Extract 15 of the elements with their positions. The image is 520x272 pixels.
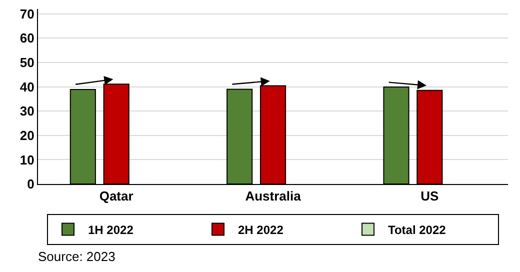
source-note: Source: 2023 (38, 249, 116, 264)
y-tick-label: 40 (20, 79, 34, 94)
y-tick-label: 0 (27, 176, 34, 192)
y-tick-label: 70 (20, 6, 34, 22)
x-tick-label: Australia (245, 188, 302, 204)
x-tick-label: Qatar (99, 188, 134, 204)
x-tick-label: US (420, 188, 440, 204)
legend-label: 1H 2022 (88, 222, 134, 237)
legend-label: Total 2022 (388, 222, 446, 237)
y-tick-label: 30 (20, 104, 34, 119)
legend-label: 2H 2022 (238, 222, 284, 237)
y-tick-label: 10 (20, 152, 34, 168)
y-tick-label: 20 (20, 128, 34, 143)
y-tick-label: 50 (20, 55, 34, 70)
y-tick-label: 60 (20, 30, 34, 46)
